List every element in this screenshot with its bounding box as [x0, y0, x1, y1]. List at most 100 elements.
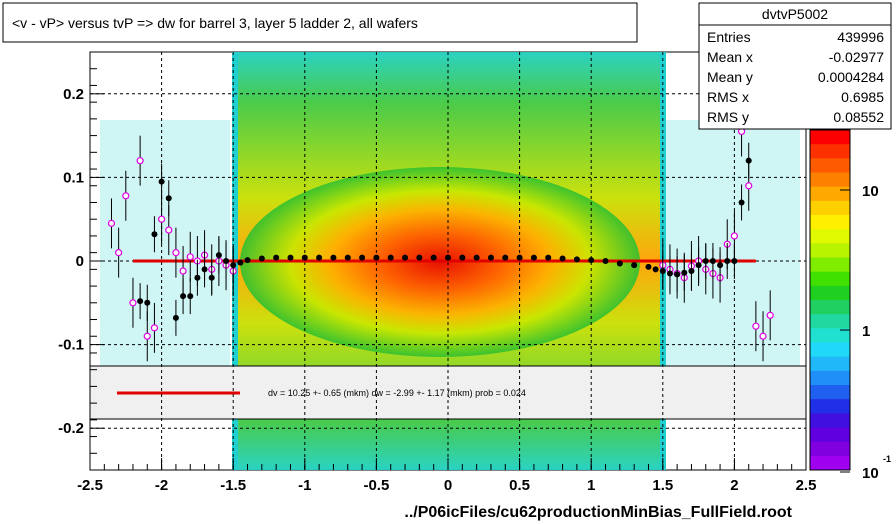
stats-value: 0.0004284	[818, 69, 884, 85]
stats-box: dvtvP5002 Entries 439996 Mean x -0.02977 Mea…	[698, 2, 892, 130]
profile-point-black	[387, 254, 394, 261]
stats-value: 0.6985	[841, 89, 884, 105]
y-tick-label: 0.1	[63, 169, 84, 186]
color-bar-cell	[810, 257, 850, 273]
x-tick-label: -1	[298, 477, 311, 494]
profile-point-black	[158, 178, 165, 185]
profile-point-black	[215, 252, 222, 259]
y-tick-label: -0.1	[58, 337, 84, 354]
profile-point-black	[731, 258, 738, 264]
stats-label: RMS x	[707, 89, 749, 105]
profile-point-black	[208, 274, 215, 281]
profile-point-black	[631, 262, 638, 269]
profile-point-black	[702, 258, 709, 264]
profile-point-black	[588, 257, 595, 264]
color-bar-cell	[810, 243, 850, 258]
profile-point-black	[695, 262, 702, 269]
profile-point-black	[688, 268, 695, 275]
profile-point-black	[602, 258, 609, 264]
x-tick-label: 0	[444, 477, 452, 494]
axes: -2.5 -2 -1.5 -1 -0.5 0 0.5 1 1.5 2 2.5 -0.2 -0.1 0 0.1…	[58, 51, 816, 494]
color-bar-cell	[810, 229, 850, 244]
fit-legend: dv = 10.25 +- 0.65 (mkm) dw = -2.99 +- 1…	[89, 365, 807, 420]
profile-point-magenta	[766, 311, 774, 319]
x-tick-label: -0.5	[363, 477, 389, 494]
y-tick-label: -0.2	[58, 420, 84, 437]
profile-point-black	[201, 266, 208, 273]
profile-point-magenta	[107, 219, 116, 227]
color-bar-cell	[810, 342, 850, 358]
profile-point-black	[301, 254, 308, 261]
profile-point-magenta	[136, 157, 144, 165]
y-tick-label: 0	[76, 253, 84, 270]
profile-point-black	[674, 271, 681, 278]
profile-point-black	[237, 259, 244, 266]
color-bar-cell	[810, 385, 850, 400]
y-tick-label: 0.2	[63, 86, 84, 103]
color-bar-cell	[810, 186, 850, 202]
profile-point-black	[430, 254, 437, 261]
color-bar-cell	[810, 399, 850, 414]
color-bar-label: 10	[862, 465, 879, 482]
x-tick-label: 0.5	[509, 477, 530, 494]
profile-point-black	[666, 270, 673, 277]
color-bar-cell	[810, 158, 850, 173]
profile-point-black	[172, 314, 179, 321]
color-bar-cell	[810, 130, 850, 145]
profile-point-black	[359, 254, 366, 261]
fit-legend-text: dv = 10.25 +- 0.65 (mkm) dw = -2.99 +- 1…	[268, 388, 526, 398]
stats-label: Mean y	[707, 69, 753, 85]
profile-point-black	[144, 299, 151, 306]
profile-point-black	[516, 254, 523, 261]
color-bar-cell	[810, 300, 850, 315]
profile-point-black	[258, 255, 265, 262]
profile-point-black	[530, 254, 537, 261]
color-bar-cell	[810, 370, 850, 386]
profile-point-black	[273, 254, 280, 261]
stats-value: -0.02977	[829, 49, 884, 65]
color-bar-label: 1	[862, 323, 870, 340]
stats-label: Mean x	[707, 49, 753, 65]
color-bar-cell	[810, 441, 850, 457]
profile-point-black	[194, 274, 201, 281]
profile-point-black	[681, 269, 688, 276]
color-bar-cell	[810, 285, 850, 301]
profile-point-black	[487, 254, 494, 261]
profile-point-magenta	[179, 267, 187, 275]
profile-point-black	[645, 263, 652, 270]
profile-point-black	[344, 254, 351, 261]
color-bar-label: 10	[862, 183, 879, 200]
chart-title: <v - vP> versus tvP => dw for barrel 3, …	[12, 15, 418, 31]
stats-label: Entries	[707, 29, 751, 45]
color-bar-cell	[810, 215, 850, 230]
profile-point-black	[402, 254, 409, 261]
color-bar-cell	[810, 172, 850, 188]
color-bar-cell	[810, 328, 850, 343]
profile-point-black	[330, 254, 337, 261]
profile-point-black	[445, 254, 451, 261]
profile-point-magenta	[752, 322, 760, 330]
profile-point-black	[137, 298, 144, 305]
profile-point-black	[559, 255, 566, 262]
profile-point-black	[738, 199, 745, 206]
color-bar-cell	[810, 413, 850, 428]
color-bar-cell	[810, 427, 850, 443]
color-bar-cell	[810, 271, 850, 287]
x-tick-label: 2	[730, 477, 738, 494]
x-tick-label: -1.5	[220, 477, 246, 494]
color-bar-cell	[810, 356, 850, 372]
profile-point-black	[165, 195, 172, 202]
profile-point-magenta	[129, 299, 137, 307]
profile-point-black	[244, 257, 251, 264]
profile-point-black	[652, 266, 659, 273]
profile-point-black	[545, 254, 552, 261]
profile-point-black	[709, 258, 716, 264]
color-bar-cell	[810, 314, 850, 329]
color-bar-exponent: -1	[883, 454, 891, 464]
profile-point-black	[659, 268, 666, 275]
x-tick-label: -2.5	[77, 477, 103, 494]
x-tick-label: 1.5	[652, 477, 673, 494]
profile-point-magenta	[759, 332, 767, 340]
profile-point-black	[187, 293, 194, 300]
